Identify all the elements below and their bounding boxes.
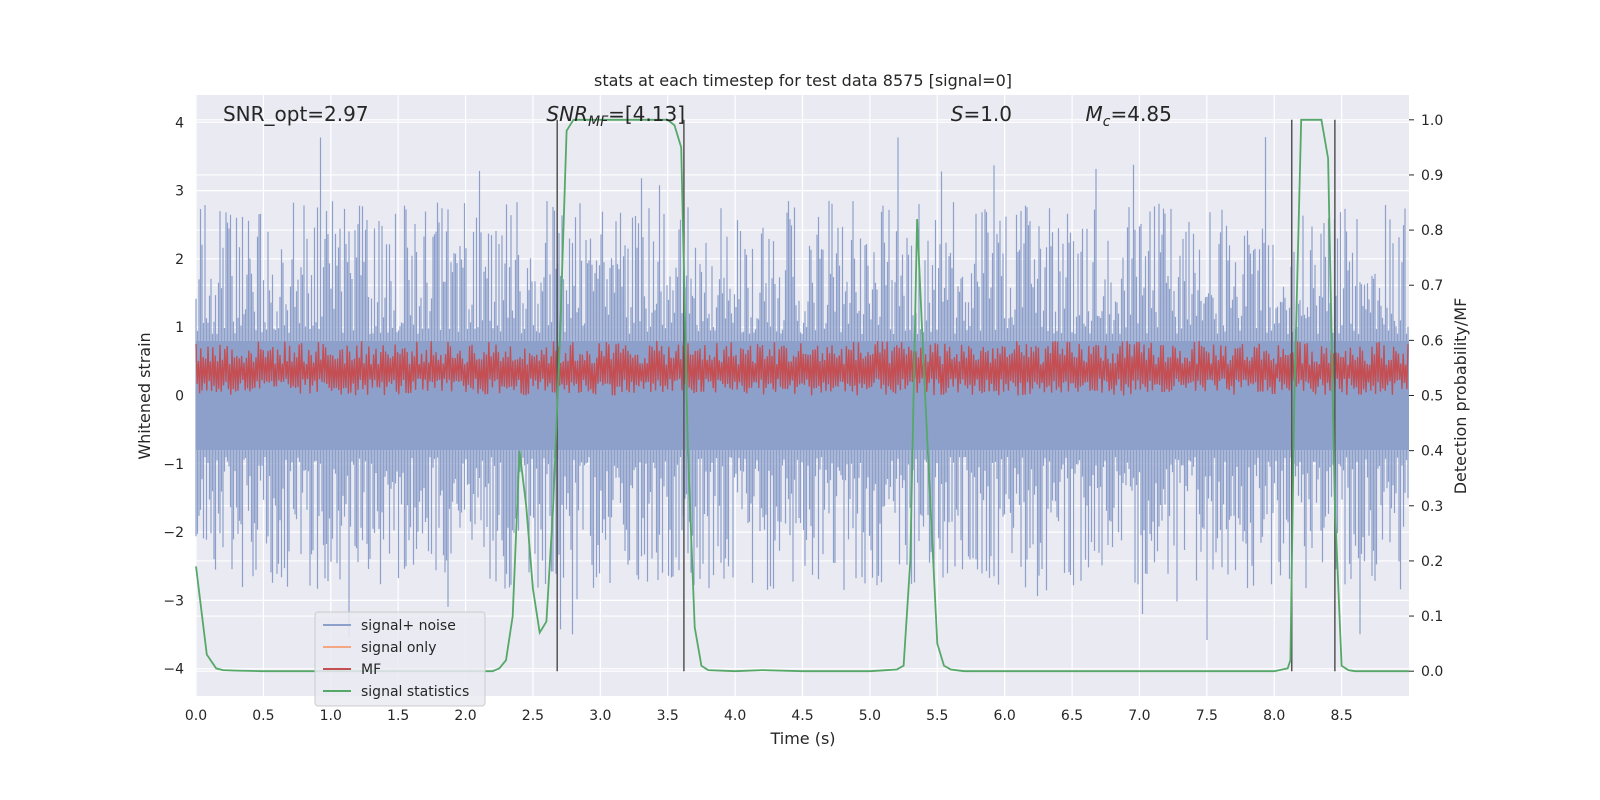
annotations: SNR_opt=2.97 SNRMF=[4.13] S=1.0 Mc=4.85 xyxy=(223,102,1172,130)
x-tick-label: 7.0 xyxy=(1128,708,1150,724)
x-tick-label: 2.5 xyxy=(522,708,544,724)
signal-statistics-line xyxy=(195,118,1409,673)
y2-axis-label: Detection probability/MF xyxy=(1451,298,1470,495)
y2-tick-label: 0.4 xyxy=(1421,444,1443,460)
y-tick-label: 4 xyxy=(175,115,184,131)
legend-label: signal statistics xyxy=(361,684,469,700)
y2-tick-label: 0.2 xyxy=(1421,554,1443,570)
y2-tick-label: 0.5 xyxy=(1421,389,1443,405)
y-tick-label: 2 xyxy=(175,252,184,268)
x-axis-ticks: 0.0 0.5 1.0 1.5 2.0 2.5 3.0 3.5 4.0 4.5 5.0 5.5 6.0 6… xyxy=(185,708,1353,724)
y2-tick-label: 0.9 xyxy=(1421,168,1443,184)
annotation-text: SNR_opt=2.97 xyxy=(223,102,369,126)
annotation-sub: MF xyxy=(588,114,609,130)
annotation-suffix: =4.85 xyxy=(1111,102,1172,126)
y2-tick-label: 0.8 xyxy=(1421,223,1443,239)
x-tick-label: 1.5 xyxy=(387,708,409,724)
annotation-main: SNR_opt=2.97 xyxy=(223,102,369,126)
annotation-text: S=1.0 xyxy=(951,102,1012,126)
legend-label: signal+ noise xyxy=(361,618,456,634)
y-tick-label: −3 xyxy=(163,593,184,609)
y-tick-label: −4 xyxy=(163,662,184,678)
x-tick-label: 5.5 xyxy=(926,708,948,724)
legend-label: MF xyxy=(361,662,381,678)
annotation-text: Mc=4.85 xyxy=(1086,102,1172,130)
annotation-sub: c xyxy=(1103,114,1111,130)
annotation-main: S xyxy=(951,102,964,126)
x-tick-label: 4.5 xyxy=(791,708,813,724)
y-tick-label: −2 xyxy=(163,525,184,541)
y-tick-label: 0 xyxy=(175,389,184,405)
x-tick-label: 3.0 xyxy=(589,708,611,724)
annotation-text: SNRMF=[4.13] xyxy=(546,102,685,130)
annotation-suffix: =1.0 xyxy=(963,102,1012,126)
annotation-suffix: =[4.13] xyxy=(608,102,685,126)
legend-box xyxy=(314,611,486,707)
y2-tick-label: 0.7 xyxy=(1421,278,1443,294)
y-tick-label: 3 xyxy=(175,184,184,200)
x-tick-label: 7.5 xyxy=(1196,708,1218,724)
noise-lower xyxy=(195,395,1409,640)
x-tick-label: 0.0 xyxy=(185,708,207,724)
mf-line xyxy=(195,340,1409,396)
y-axis-ticks: −4 −3 −2 −1 0 1 2 3 4 xyxy=(163,115,184,677)
y2-tick-label: 0.1 xyxy=(1421,609,1443,625)
y2-tick-label: 0.6 xyxy=(1421,333,1443,349)
chart-title: stats at each timestep for test data 857… xyxy=(594,71,1012,90)
y2-tick-label: 0.3 xyxy=(1421,499,1443,515)
y2-tick-label: 1.0 xyxy=(1421,113,1443,129)
x-tick-label: 5.0 xyxy=(859,708,881,724)
annotation-main: SNR xyxy=(546,102,588,126)
x-tick-label: 2.0 xyxy=(454,708,476,724)
x-tick-label: 8.0 xyxy=(1263,708,1285,724)
y-tick-label: −1 xyxy=(163,457,184,473)
x-tick-label: 6.0 xyxy=(994,708,1016,724)
y-axis-label: Whitened strain xyxy=(135,332,154,459)
legend-label: signal only xyxy=(361,640,436,656)
annotation-main: M xyxy=(1086,102,1103,126)
x-tick-label: 1.0 xyxy=(320,708,342,724)
y-tick-label: 1 xyxy=(175,320,184,336)
legend: signal+ noise signal only MF signal statist… xyxy=(314,611,486,707)
signal-statistics-series xyxy=(195,118,1409,673)
x-tick-label: 0.5 xyxy=(252,708,274,724)
x-tick-label: 8.5 xyxy=(1330,708,1352,724)
mf-series xyxy=(195,340,1409,396)
x-tick-label: 3.5 xyxy=(657,708,679,724)
x-tick-label: 4.0 xyxy=(724,708,746,724)
y2-tick-label: 0.0 xyxy=(1421,664,1443,680)
y2-axis-ticks: 0.0 0.1 0.2 0.3 0.4 0.5 0.6 0.7 0.8 0.9 1.0 xyxy=(1409,113,1443,680)
x-tick-label: 6.5 xyxy=(1061,708,1083,724)
x-axis-label: Time (s) xyxy=(769,729,835,748)
